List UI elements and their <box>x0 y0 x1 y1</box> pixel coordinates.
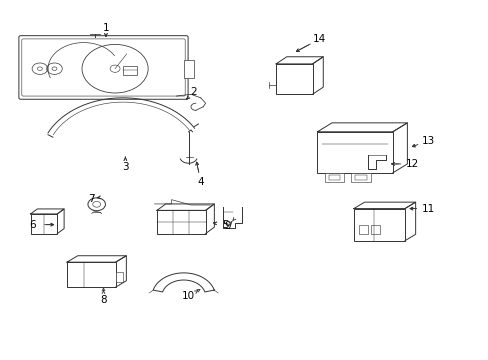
Bar <box>123 66 137 75</box>
Text: 6: 6 <box>30 220 36 230</box>
Bar <box>355 175 366 180</box>
FancyBboxPatch shape <box>19 36 188 99</box>
Bar <box>116 272 122 282</box>
Bar <box>353 208 404 241</box>
Text: 3: 3 <box>122 162 128 172</box>
FancyBboxPatch shape <box>22 39 185 96</box>
Text: 1: 1 <box>102 23 109 33</box>
Bar <box>328 175 340 180</box>
Bar <box>276 64 312 94</box>
Bar <box>30 214 57 234</box>
Text: 8: 8 <box>100 295 106 305</box>
Text: 11: 11 <box>421 203 434 213</box>
Bar <box>157 210 205 234</box>
Bar <box>370 225 379 234</box>
Bar <box>324 173 344 182</box>
Text: 13: 13 <box>421 136 434 146</box>
Text: 5: 5 <box>221 220 228 230</box>
Bar <box>351 173 370 182</box>
Text: 2: 2 <box>190 87 196 98</box>
Text: 10: 10 <box>182 291 195 301</box>
Text: 12: 12 <box>405 159 418 169</box>
Bar <box>317 132 392 173</box>
Text: 4: 4 <box>197 177 203 187</box>
Text: 14: 14 <box>313 34 326 44</box>
Bar <box>183 60 194 78</box>
Bar <box>358 225 367 234</box>
Bar <box>67 262 116 287</box>
Text: 7: 7 <box>88 194 95 203</box>
Text: 9: 9 <box>224 221 230 231</box>
